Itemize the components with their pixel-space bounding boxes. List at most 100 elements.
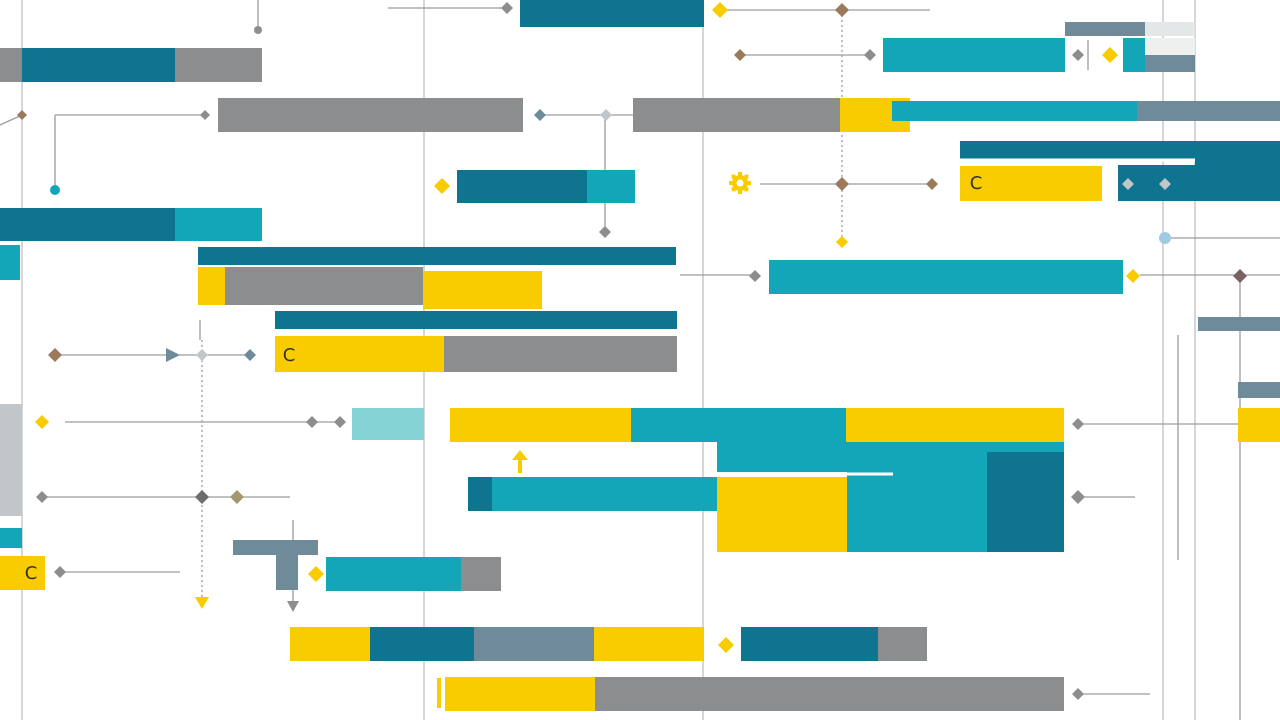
diamond-icon [196,349,208,361]
task-bar [22,48,175,82]
task-bar [960,141,1195,159]
diamond-icon [1159,178,1171,190]
task-bar [594,627,704,661]
task-bar [275,311,677,329]
task-bar [987,452,1064,552]
node-glyph-c: C [283,345,296,366]
task-bar [1238,382,1280,398]
task-bar [0,404,22,516]
task-bar [275,336,444,372]
task-bar [1198,317,1280,331]
diamond-icon [35,415,49,429]
gear-icon [729,172,751,194]
task-bar [198,267,225,305]
task-bar [225,267,423,305]
task-bar [960,166,1102,201]
diamond-icon [1102,47,1118,63]
markers: C C C [17,2,1247,700]
diamond-icon [244,349,256,361]
task-bar [218,98,523,132]
task-bar [595,677,1064,711]
diamond-icon [195,490,209,504]
diamond-icon [1072,418,1084,430]
arrow-up-icon [512,450,528,460]
diamond-icon [1071,490,1085,504]
arrow-down-icon [287,601,299,612]
arrow-up-stem [518,460,522,473]
diamond-icon [501,2,513,14]
task-bar [892,101,1137,121]
task-bar [1145,55,1195,72]
diamond-icon [1122,178,1134,190]
task-bar [847,452,987,552]
task-bar [276,555,298,590]
task-bar [0,48,22,82]
task-bar [233,540,318,555]
diamond-icon [200,110,210,120]
diamond-icon [1126,269,1140,283]
task-bar [0,556,45,590]
diamond-icon [306,416,318,428]
diamond-icon [835,177,849,191]
arrow-right-icon [166,348,180,362]
diamond-icon [17,110,27,120]
task-bar [769,260,1123,294]
diamond-icon [718,637,734,653]
task-bar [631,408,846,442]
task-bar [198,247,676,265]
task-bar [717,477,847,552]
task-bar [633,98,841,132]
diamond-icon [334,416,346,428]
diamond-icon [864,49,876,61]
diamond-icon [434,178,450,194]
task-bar [437,678,441,708]
diamond-icon [749,270,761,282]
diamond-icon [48,348,62,362]
diamond-icon [54,566,66,578]
task-bar [1238,408,1280,442]
task-bar [520,0,704,27]
task-bar [741,627,878,661]
arrow-down-icon [195,597,209,609]
node-glyph-c: C [25,563,38,584]
task-bar [457,170,587,203]
diamond-icon [600,109,612,121]
diamond-icon [1072,688,1084,700]
diamond-icon [599,226,611,238]
task-bar [370,627,474,661]
node-dot [1159,232,1171,244]
diamond-icon [534,109,546,121]
task-bar [445,677,595,711]
node-dot [254,26,262,34]
task-bar [1145,38,1195,55]
diamond-icon [734,49,746,61]
diamond-icon [36,491,48,503]
task-bar [0,245,20,280]
task-bar [587,170,635,203]
diamond-icon [1233,269,1247,283]
diamond-icon [1072,49,1084,61]
task-bar [175,48,262,82]
task-bar [290,627,370,661]
diamond-icon [836,236,848,248]
task-bar [444,336,677,372]
task-bar [423,271,542,309]
connector-line [0,114,23,126]
task-bar [878,627,927,661]
task-bar [474,627,594,661]
node-glyph-c: C [970,173,983,194]
task-bar [461,557,501,591]
diamond-icon [712,2,728,18]
task-bar [1195,141,1280,201]
task-bar [326,557,461,591]
task-bar [1137,101,1280,121]
task-bar [175,208,262,241]
node-dot [50,185,60,195]
task-bar [450,408,631,442]
task-bar [468,477,492,511]
task-bar [1145,22,1195,36]
diamond-icon [230,490,244,504]
